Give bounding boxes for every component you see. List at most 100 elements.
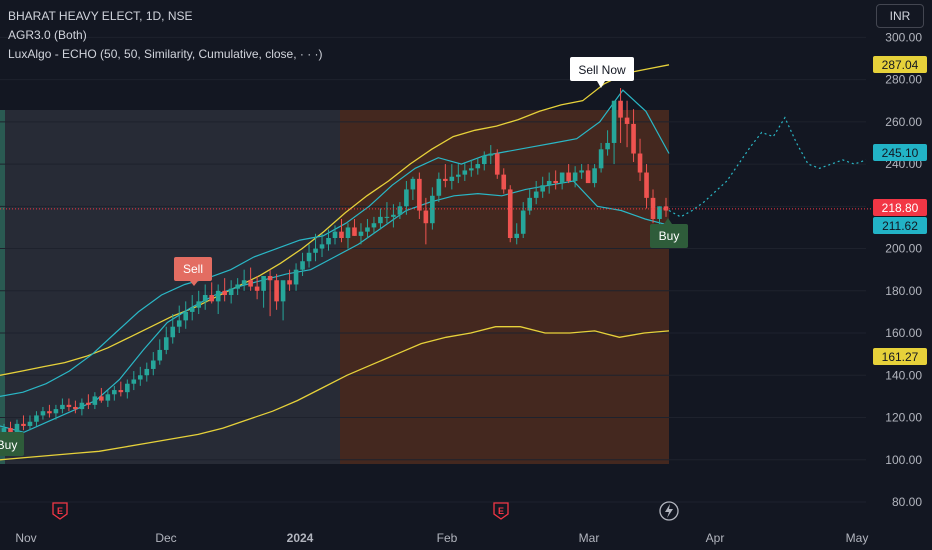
currency-selector[interactable]: INR: [876, 4, 924, 28]
sell-now-signal-text: Sell Now: [578, 63, 626, 77]
candle-body: [527, 197, 533, 211]
candle-body: [456, 174, 461, 177]
candle-body: [280, 280, 286, 302]
candle-body: [163, 337, 169, 350]
buy-signal-right[interactable]: Buy: [650, 218, 688, 248]
candle-body: [410, 178, 416, 190]
candle-body: [449, 176, 455, 181]
candle-body: [352, 227, 357, 236]
candle-body: [306, 252, 312, 262]
candle-body: [261, 276, 266, 291]
candle-body: [644, 172, 649, 198]
price-label-bb-upper-text: 245.10: [882, 146, 919, 160]
candle-body: [144, 368, 150, 376]
earnings-marker-feb[interactable]: E: [493, 502, 509, 520]
x-tick-label: May: [846, 531, 869, 545]
x-axis[interactable]: Nov Dec 2024 Feb Mar Apr May: [15, 531, 868, 545]
candle-body: [585, 170, 591, 184]
price-label-upper: 287.04: [873, 56, 927, 73]
y-tick-label: 160.00: [885, 326, 922, 340]
x-tick-label: Feb: [437, 531, 458, 545]
candle-body: [605, 142, 610, 150]
candle-body: [228, 288, 234, 296]
candle-body: [254, 286, 260, 291]
candle-body: [579, 170, 584, 173]
candle-body: [533, 191, 539, 198]
candle-body: [21, 423, 26, 426]
indicator-agr[interactable]: AGR3.0 (Both): [8, 28, 87, 42]
buy-signal-right-text: Buy: [659, 229, 680, 243]
candle-body: [430, 195, 435, 224]
candle-body: [176, 320, 182, 327]
candle-body: [332, 231, 338, 238]
x-tick-label: 2024: [287, 531, 314, 545]
candle-body: [86, 402, 91, 405]
candle-body: [215, 290, 221, 302]
upper-envelope-line: [0, 64, 670, 376]
candle-body: [40, 411, 46, 416]
x-tick-label: Apr: [706, 531, 725, 545]
candle-body: [274, 280, 279, 302]
sell-now-signal[interactable]: Sell Now: [570, 57, 634, 88]
y-tick-label: 180.00: [885, 284, 922, 298]
buy-signal-left-text: Buy: [0, 438, 17, 452]
candle-body: [300, 261, 305, 270]
sell-signal[interactable]: Sell: [174, 257, 212, 286]
candle-body: [501, 174, 507, 190]
lightning-icon[interactable]: [659, 501, 679, 521]
candle-body: [47, 411, 52, 414]
candle-body: [404, 189, 409, 207]
candle-body: [99, 396, 104, 401]
y-tick-label: 100.00: [885, 453, 922, 467]
candle-body: [611, 100, 617, 143]
candle-body: [196, 301, 202, 308]
candle-body: [34, 415, 39, 422]
price-label-lower-text: 161.27: [882, 350, 919, 364]
candle-body: [507, 189, 513, 238]
candle-body: [468, 168, 474, 171]
forecast-line: [668, 116, 867, 218]
zone-right: [340, 110, 669, 464]
candle-body: [436, 178, 442, 196]
candle-body: [572, 172, 578, 181]
candle-body: [1, 428, 7, 435]
candle-body: [345, 227, 351, 238]
price-label-bb-lower: 211.62: [873, 217, 927, 234]
candle-body: [105, 394, 111, 401]
earnings-marker-nov[interactable]: E: [52, 502, 68, 520]
candle-body: [592, 168, 597, 184]
candle-body: [241, 280, 247, 285]
bb-lower-line: [0, 180, 670, 433]
chart-legend: BHARAT HEAVY ELECT, 1D, NSE AGR3.0 (Both…: [8, 7, 323, 64]
candle-body: [423, 210, 429, 224]
candle-body: [326, 238, 331, 245]
candle-body: [118, 390, 124, 393]
x-tick-label: Dec: [155, 531, 176, 545]
candle-body: [540, 185, 545, 192]
candle-body: [494, 153, 500, 175]
candles: [1, 88, 669, 439]
svg-text:E: E: [498, 506, 504, 516]
x-tick-label: Mar: [579, 531, 600, 545]
indicator-echo[interactable]: LuxAlgo - ECHO (50, 50, Similarity, Cumu…: [8, 47, 323, 61]
candle-body: [202, 295, 208, 302]
symbol-title: BHARAT HEAVY ELECT, 1D, NSE: [8, 9, 193, 23]
gridlines: [0, 36, 866, 503]
candle-body: [14, 423, 20, 433]
candle-body: [481, 155, 487, 165]
y-tick-label: 120.00: [885, 411, 922, 425]
candle-body: [73, 406, 78, 410]
candle-body: [287, 280, 292, 285]
y-tick-label: 260.00: [885, 115, 922, 129]
zone-left-edge: [0, 110, 5, 464]
candle-body: [624, 117, 630, 124]
price-label-lower: 161.27: [873, 348, 927, 365]
candle-body: [378, 216, 383, 224]
buy-signal-left[interactable]: Buy: [0, 432, 24, 456]
candle-body: [313, 248, 318, 253]
candle-body: [417, 178, 422, 211]
candle-body: [112, 390, 117, 395]
candle-body: [319, 244, 325, 249]
candle-body: [92, 396, 98, 405]
